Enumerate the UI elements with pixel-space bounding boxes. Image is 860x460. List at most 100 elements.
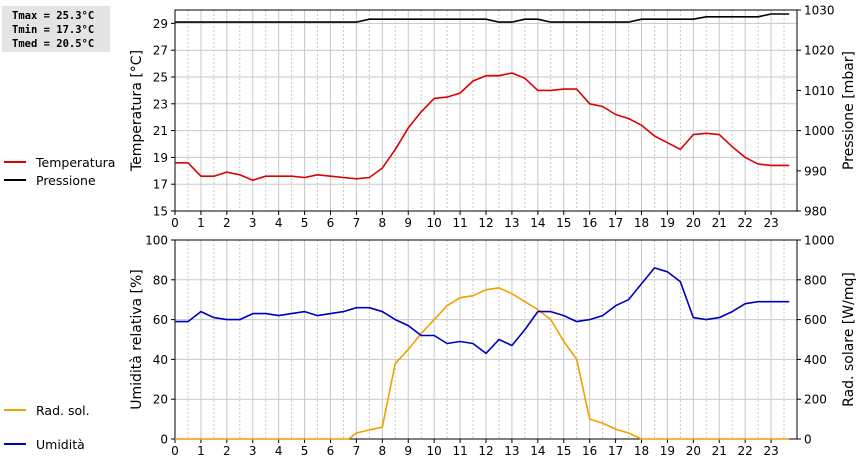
x-tick-label: 19 <box>660 444 675 458</box>
x-tick-label: 17 <box>608 216 623 230</box>
x-tick-label: 20 <box>686 216 701 230</box>
y-tick-label: 27 <box>153 44 168 58</box>
x-tick-label: 9 <box>404 216 412 230</box>
x-tick-label: 16 <box>582 216 597 230</box>
x-tick-label: 7 <box>353 216 361 230</box>
x-tick-label: 18 <box>634 444 649 458</box>
x-tick-label: 23 <box>763 444 778 458</box>
series-line-rad-sol <box>175 286 790 440</box>
x-tick-label: 15 <box>556 216 571 230</box>
x-tick-label: 1 <box>197 444 205 458</box>
y-axis-title: Temperatura [°C] <box>129 50 145 172</box>
x-tick-label: 2 <box>223 216 231 230</box>
legend-label-pressione: Pressione <box>36 172 96 188</box>
y2-tick-label: 1020 <box>804 44 835 58</box>
y2-tick-label: 990 <box>804 164 827 178</box>
x-tick-label: 11 <box>452 444 467 458</box>
x-tick-label: 13 <box>504 444 519 458</box>
y-tick-label: 25 <box>153 71 168 85</box>
y2-tick-label: 0 <box>804 433 812 447</box>
legend-swatch-temperatura <box>4 161 26 163</box>
x-tick-label: 3 <box>249 444 257 458</box>
x-tick-label: 10 <box>427 216 442 230</box>
y-tick-label: 29 <box>153 17 168 31</box>
y-tick-label: 80 <box>153 273 168 287</box>
x-tick-label: 15 <box>556 444 571 458</box>
tmin-label: Tmin = 17.3°C <box>12 24 95 36</box>
y2-tick-label: 980 <box>804 205 827 219</box>
x-tick-label: 14 <box>530 216 545 230</box>
x-tick-label: 3 <box>249 216 257 230</box>
y2-tick-label: 1030 <box>804 4 835 18</box>
x-tick-label: 14 <box>530 444 545 458</box>
x-tick-label: 20 <box>686 444 701 458</box>
x-tick-label: 8 <box>379 444 387 458</box>
x-tick-label: 6 <box>327 444 335 458</box>
chart-panel-1: 0 1 2 3 4 5 6 7 8 9 10 11 12 13 14 15 16 17 18 19 20 21 22 2315… <box>129 4 857 231</box>
y-tick-label: 100 <box>145 234 168 248</box>
y-tick-label: 17 <box>153 178 168 192</box>
legend-swatch-umidita <box>4 443 26 445</box>
y2-axis-title: Pressione [mbar] <box>841 51 857 170</box>
x-tick-label: 19 <box>660 216 675 230</box>
y-tick-label: 60 <box>153 313 168 327</box>
x-tick-label: 1 <box>197 216 205 230</box>
x-tick-label: 9 <box>404 444 412 458</box>
tmed-label: Tmed = 20.5°C <box>12 38 95 50</box>
x-tick-label: 17 <box>608 444 623 458</box>
y-tick-label: 40 <box>153 353 168 367</box>
x-tick-label: 16 <box>582 444 597 458</box>
series-line-umidità <box>175 267 790 355</box>
x-tick-label: 21 <box>712 216 727 230</box>
series-line-pressione <box>175 13 790 23</box>
x-tick-label: 8 <box>379 216 387 230</box>
x-tick-label: 10 <box>427 444 442 458</box>
chart-panel-2: 0 1 2 3 4 5 6 7 8 9 10 11 12 13 14 15 16 17 18 19 20 21 22 2302… <box>129 234 857 459</box>
tmax-label: Tmax = 25.3°C <box>12 10 95 22</box>
x-tick-label: 12 <box>478 216 493 230</box>
y-tick-label: 0 <box>160 433 168 447</box>
y2-tick-label: 200 <box>804 393 827 407</box>
x-tick-label: 23 <box>763 216 778 230</box>
legend-label-temperatura: Temperatura <box>36 154 116 170</box>
x-tick-label: 5 <box>301 444 309 458</box>
legend-rad-sol: Rad. sol. <box>4 401 90 419</box>
x-tick-label: 22 <box>738 444 753 458</box>
x-tick-label: 0 <box>171 216 179 230</box>
y-tick-label: 19 <box>153 151 168 165</box>
x-tick-label: 7 <box>353 444 361 458</box>
y2-tick-label: 1010 <box>804 84 835 98</box>
y2-tick-label: 600 <box>804 313 827 327</box>
x-tick-label: 6 <box>327 216 335 230</box>
legend-label-umidita: Umidità <box>36 436 85 452</box>
x-tick-label: 2 <box>223 444 231 458</box>
x-tick-label: 22 <box>738 216 753 230</box>
stats-box: Tmax = 25.3°C Tmin = 17.3°C Tmed = 20.5°… <box>2 6 110 52</box>
series-line-temperatura <box>175 72 790 181</box>
x-tick-label: 18 <box>634 216 649 230</box>
legend-temperatura: Temperatura <box>4 153 115 171</box>
x-tick-label: 11 <box>452 216 467 230</box>
x-tick-label: 5 <box>301 216 309 230</box>
y-tick-label: 20 <box>153 393 168 407</box>
legend-pressione: Pressione <box>4 171 96 189</box>
y2-tick-label: 1000 <box>804 234 835 248</box>
x-tick-label: 21 <box>712 444 727 458</box>
y-axis-title: Umidità relativa [%] <box>129 269 145 410</box>
y2-tick-label: 800 <box>804 273 827 287</box>
x-tick-label: 4 <box>275 216 283 230</box>
legend-swatch-rad-sol <box>4 409 26 411</box>
legend-swatch-pressione <box>4 179 26 181</box>
legend-umidita: Umidità <box>4 435 85 453</box>
y-tick-label: 23 <box>153 97 168 111</box>
x-tick-label: 12 <box>478 444 493 458</box>
y2-axis-title: Rad. solare [W/mq] <box>841 272 857 407</box>
x-tick-label: 4 <box>275 444 283 458</box>
legend-label-rad-sol: Rad. sol. <box>36 402 90 418</box>
x-tick-label: 0 <box>171 444 179 458</box>
y2-tick-label: 1000 <box>804 124 835 138</box>
x-tick-label: 13 <box>504 216 519 230</box>
y-tick-label: 15 <box>153 205 168 219</box>
y2-tick-label: 400 <box>804 353 827 367</box>
